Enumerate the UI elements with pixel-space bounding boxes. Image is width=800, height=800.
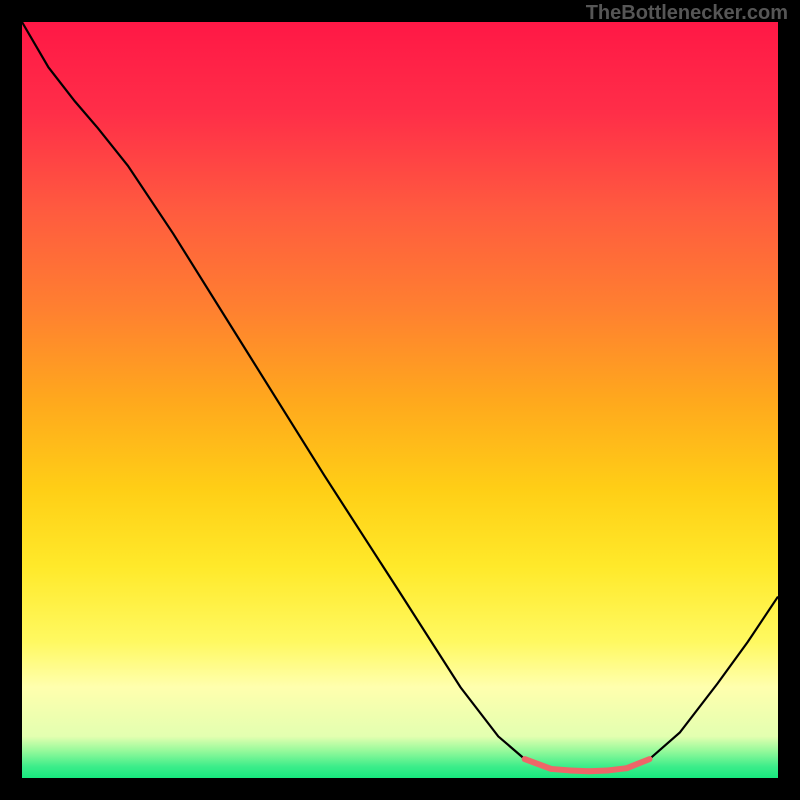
chart-container: TheBottlenecker.com <box>0 0 800 800</box>
bottleneck-chart <box>0 0 800 800</box>
plot-background <box>22 22 778 778</box>
watermark-text: TheBottlenecker.com <box>586 2 788 25</box>
